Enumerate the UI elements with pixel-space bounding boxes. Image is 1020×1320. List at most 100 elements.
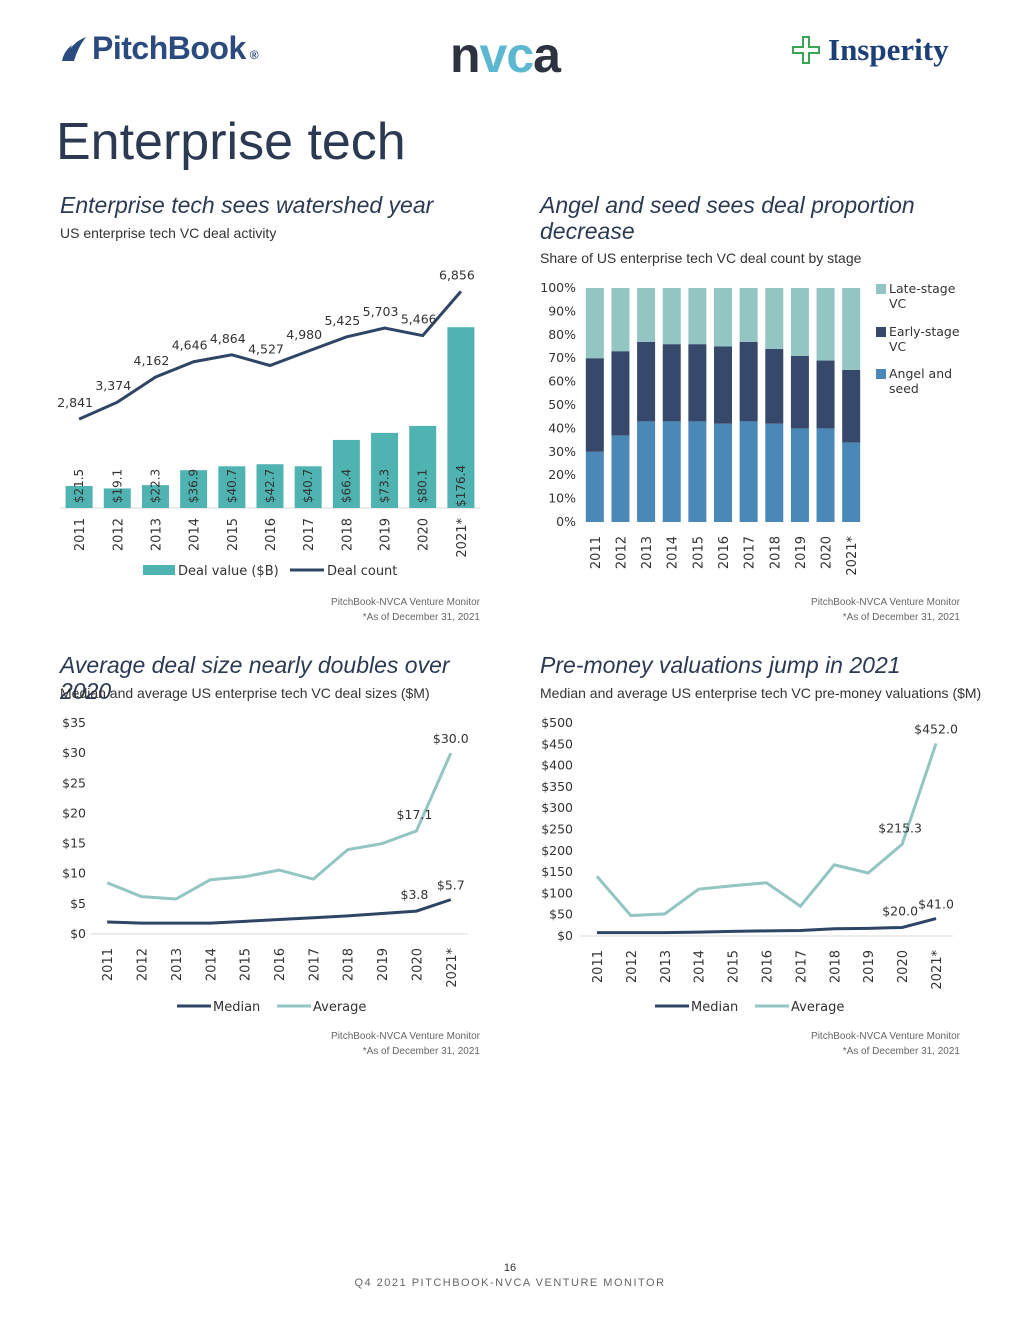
chart2-ytick-20: 20% bbox=[548, 467, 576, 482]
chart2-seg-angel-and-seed-2014 bbox=[662, 421, 681, 522]
chart2-legend-label-angel-and-seed: Angel and seed bbox=[889, 366, 952, 396]
chart3-line-median bbox=[107, 898, 452, 925]
chart1-bar-2020 bbox=[409, 425, 437, 508]
chart2-seg-early-stage-vc-2019 bbox=[790, 355, 809, 429]
chart3-ytick--25: $25 bbox=[62, 775, 86, 790]
chart1-bar-label-2020: $80.1 bbox=[416, 469, 430, 503]
chart4-legend-label-average: Average bbox=[791, 1000, 844, 1015]
chart1-line-label-2014: 4,646 bbox=[172, 338, 208, 353]
chart2-xtick-2017: 2017 bbox=[743, 536, 758, 569]
chart3-xtick-2018: 2018 bbox=[342, 948, 357, 981]
chart1-legend-bar-label: Deal value ($B) bbox=[178, 564, 279, 579]
chart2-ytick-70: 70% bbox=[548, 350, 576, 365]
chart3-ytick--5: $5 bbox=[70, 896, 86, 911]
chart4-legend-label-median: Median bbox=[691, 1000, 738, 1015]
chart3-subtitle: Median and average US enterprise tech VC… bbox=[60, 685, 430, 701]
chart1-bar-2021 bbox=[447, 327, 475, 508]
chart1-xtick-2016: 2016 bbox=[264, 518, 279, 551]
chart3-xtick-2015: 2015 bbox=[239, 948, 254, 981]
chart1-line-label-2020: 5,466 bbox=[401, 312, 437, 327]
chart2-seg-angel-and-seed-2020 bbox=[816, 428, 835, 522]
chart1-xtick-2019: 2019 bbox=[379, 518, 394, 551]
chart2-seg-angel-and-seed-2012 bbox=[611, 435, 630, 522]
chart1-xtick-2021: 2021* bbox=[455, 518, 470, 558]
chart3-title: Average deal size nearly doubles over 20… bbox=[60, 652, 450, 704]
chart2-legend-label-early-stage-vc: Early-stage VC bbox=[889, 324, 960, 354]
chart4-source: PitchBook-NVCA Venture Monitor *As of Dec… bbox=[811, 1031, 960, 1057]
chart4-xtick-2013: 2013 bbox=[659, 950, 674, 983]
chart2-seg-angel-and-seed-2011 bbox=[585, 451, 604, 522]
chart2-seg-late-stage-vc-2012 bbox=[611, 288, 630, 352]
chart3-source: PitchBook-NVCA Venture Monitor *As of Dec… bbox=[331, 1031, 480, 1057]
chart2-seg-angel-and-seed-2018 bbox=[765, 423, 784, 522]
chart3-xtick-2017: 2017 bbox=[307, 948, 322, 981]
chart2-xtick-2021: 2021* bbox=[845, 536, 860, 576]
chart1-bar-label-2019: $73.3 bbox=[378, 469, 392, 503]
insperity-logo-text: Insperity bbox=[828, 32, 949, 67]
chart2-seg-late-stage-vc-2019 bbox=[790, 288, 809, 356]
chart4-xtick-2014: 2014 bbox=[693, 950, 708, 983]
chart3-xtick-2016: 2016 bbox=[273, 948, 288, 981]
chart2-ytick-30: 30% bbox=[548, 444, 576, 459]
chart2-title: Angel and seed sees deal proportion decr… bbox=[540, 192, 915, 244]
chart2-ytick-100: 100% bbox=[540, 280, 576, 295]
chart4-xtick-2021: 2021* bbox=[930, 950, 945, 990]
chart3-xtick-2020: 2020 bbox=[410, 948, 425, 981]
chart1-line-label-2017: 4,980 bbox=[286, 327, 322, 342]
pitchbook-logo-text: PitchBook bbox=[92, 30, 246, 66]
chart1-bar-2014 bbox=[180, 470, 208, 508]
chart3-line-average bbox=[106, 752, 453, 901]
chart2-seg-late-stage-vc-2014 bbox=[662, 288, 681, 345]
chart4-data-label-median-2020: $20.0 bbox=[882, 903, 918, 918]
pitchbook-sail-icon bbox=[62, 36, 86, 61]
chart2-seg-late-stage-vc-2020 bbox=[816, 288, 835, 361]
chart3-ytick--20: $20 bbox=[62, 805, 86, 820]
chart1-bar-2011 bbox=[65, 485, 93, 508]
chart2-legend-label-late-stage-vc: Late-stage VC bbox=[889, 281, 956, 311]
nvca-logo: nvca bbox=[450, 27, 561, 83]
chart2-ytick-0: 0% bbox=[556, 514, 576, 529]
chart3-xtick-2014: 2014 bbox=[204, 948, 219, 981]
chart2-seg-early-stage-vc-2012 bbox=[611, 351, 630, 436]
chart1-line-label-2019: 5,703 bbox=[363, 304, 399, 319]
chart4-ytick--300: $300 bbox=[541, 800, 573, 815]
chart2-seg-angel-and-seed-2019 bbox=[790, 428, 809, 522]
chart4-xtick-2018: 2018 bbox=[828, 950, 843, 983]
chart2-subtitle: Share of US enterprise tech VC deal coun… bbox=[540, 250, 862, 266]
chart1-bar-label-2014: $36.9 bbox=[187, 469, 201, 503]
chart1-xtick-2012: 2012 bbox=[111, 518, 126, 551]
chart4-line-median bbox=[596, 917, 937, 935]
chart2-seg-early-stage-vc-2018 bbox=[765, 348, 784, 424]
chart2-xtick-2018: 2018 bbox=[768, 536, 783, 569]
chart2-xtick-2011: 2011 bbox=[589, 536, 604, 569]
chart1-xtick-2020: 2020 bbox=[417, 518, 432, 551]
chart2-seg-late-stage-vc-2017 bbox=[739, 288, 758, 342]
chart2-ytick-60: 60% bbox=[548, 374, 576, 389]
chart3-deal-sizes: $0 $5 $10 $15 $20 $25 $30 $35 2011 2012 2013 2014 20… bbox=[62, 715, 469, 1015]
chart1-xtick-2011: 2011 bbox=[73, 518, 88, 551]
chart4-xtick-2019: 2019 bbox=[862, 950, 877, 983]
chart2-xtick-2012: 2012 bbox=[614, 536, 629, 569]
page-title: Enterprise tech bbox=[56, 113, 406, 171]
chart2-seg-late-stage-vc-2013 bbox=[637, 288, 656, 342]
chart1-line-label-2012: 3,374 bbox=[95, 378, 131, 393]
chart4-line-average bbox=[595, 742, 938, 918]
chart3-ytick--10: $10 bbox=[62, 866, 86, 881]
chart2-seg-early-stage-vc-2020 bbox=[816, 360, 835, 429]
chart1-line-label-2021: 6,856 bbox=[439, 270, 475, 282]
chart2-legend-swatch-early-stage-vc bbox=[876, 327, 886, 337]
chart2-xtick-2019: 2019 bbox=[794, 536, 809, 569]
insperity-emblem-icon bbox=[792, 36, 820, 64]
chart2-seg-early-stage-vc-2017 bbox=[739, 341, 758, 422]
chart1-legend-bar-swatch bbox=[143, 565, 175, 575]
chart3-data-label-median-2021: $5.7 bbox=[437, 878, 465, 893]
chart3-data-label-median-2020: $3.8 bbox=[401, 887, 429, 902]
chart2-seg-late-stage-vc-2018 bbox=[765, 288, 784, 349]
chart4-xtick-2020: 2020 bbox=[896, 950, 911, 983]
chart4-valuations: $0 $50 $100 $150 $200 $250 $300 $350 $400 $450 $50… bbox=[541, 715, 958, 1015]
chart2-ytick-80: 80% bbox=[548, 327, 576, 342]
chart1-xtick-2017: 2017 bbox=[302, 518, 317, 551]
chart2-xtick-2015: 2015 bbox=[691, 536, 706, 569]
chart2-seg-early-stage-vc-2021 bbox=[842, 369, 861, 443]
chart3-ytick--35: $35 bbox=[62, 715, 86, 730]
